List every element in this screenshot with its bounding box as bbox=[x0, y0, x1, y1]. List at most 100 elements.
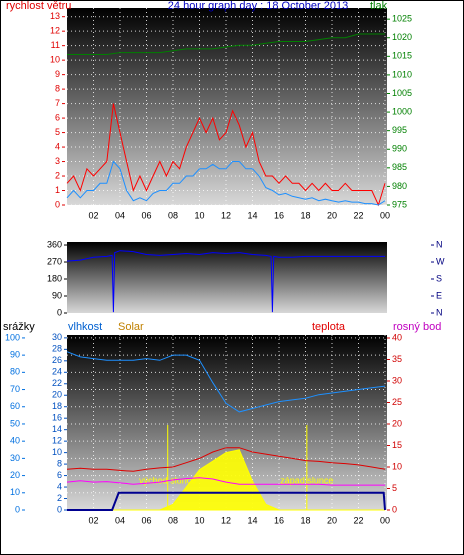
y3-tick-label: 0 bbox=[57, 504, 62, 514]
x-tick-label: 16 bbox=[274, 515, 284, 525]
y2-tick-label: 995 bbox=[392, 125, 407, 135]
line bbox=[67, 491, 386, 511]
y2-label: teplota bbox=[312, 321, 346, 333]
x-tick-label: 00 bbox=[380, 210, 390, 220]
y-tick-label: 20 bbox=[10, 470, 20, 480]
y3-tick-label: 20 bbox=[52, 390, 62, 400]
y2-tick-label: 0 bbox=[392, 504, 397, 514]
y2-tick-label: S bbox=[436, 273, 442, 283]
y-tick-label: 9 bbox=[55, 69, 60, 79]
y-tick-label: 80 bbox=[10, 367, 20, 377]
y-tick-label: 3 bbox=[55, 156, 60, 166]
y3-tick-label: 8 bbox=[57, 458, 62, 468]
x-tick-label: 06 bbox=[141, 210, 151, 220]
y2-tick-label: W bbox=[436, 256, 445, 266]
line bbox=[66, 351, 386, 413]
y2-tick-label: E bbox=[436, 290, 442, 300]
y2-tick-label: 1025 bbox=[392, 14, 412, 24]
y-tick-label: 270 bbox=[47, 256, 62, 266]
x-tick-label: 18 bbox=[301, 515, 311, 525]
y-tick-label: 70 bbox=[10, 384, 20, 394]
x-tick-label: 04 bbox=[115, 210, 125, 220]
y2-tick-label: 35 bbox=[392, 354, 402, 364]
y3-tick-label: 10 bbox=[52, 447, 62, 457]
y2-label: tlak bbox=[370, 0, 388, 12]
line bbox=[66, 447, 386, 472]
y2-tick-label: 980 bbox=[392, 181, 407, 191]
y2-tick-label: 40 bbox=[392, 332, 402, 342]
x-tick-label: 12 bbox=[221, 210, 231, 220]
line bbox=[67, 33, 385, 55]
x-tick-label: 22 bbox=[354, 515, 364, 525]
y-tick-label: 0 bbox=[55, 199, 60, 209]
y-tick-label: 13 bbox=[50, 11, 60, 21]
y2-tick-label: 25 bbox=[392, 397, 402, 407]
y-tick-label: 0 bbox=[57, 307, 62, 317]
y-tick-label: 10 bbox=[10, 487, 20, 497]
x-tick-label: 08 bbox=[168, 515, 178, 525]
y-tick-label: 100 bbox=[5, 332, 20, 342]
line bbox=[66, 103, 386, 207]
y2-tick-label: 990 bbox=[392, 144, 407, 154]
x-tick-label: 02 bbox=[88, 515, 98, 525]
y-tick-label: 6 bbox=[55, 112, 60, 122]
y2-tick-label: 1010 bbox=[392, 69, 412, 79]
y2-tick-label: 15 bbox=[392, 440, 402, 450]
y2-tick-label: 20 bbox=[392, 418, 402, 428]
x-tick-label: 20 bbox=[327, 515, 337, 525]
y-tick-label: 40 bbox=[10, 436, 20, 446]
x-tick-label: 06 bbox=[141, 515, 151, 525]
x-tick-label: 02 bbox=[88, 210, 98, 220]
line bbox=[66, 477, 385, 486]
x-tick-label: 00 bbox=[380, 515, 390, 525]
x-tick-label: 08 bbox=[168, 210, 178, 220]
y2-tick-label: 975 bbox=[392, 199, 407, 209]
y2-tick-label: N bbox=[436, 239, 443, 249]
y-tick-label: 60 bbox=[10, 401, 20, 411]
annotation: západ slunce bbox=[280, 475, 333, 485]
y2-tick-label: 1005 bbox=[392, 88, 412, 98]
y3-tick-label: 26 bbox=[52, 355, 62, 365]
y-tick-label: 90 bbox=[52, 290, 62, 300]
x-tick-label: 18 bbox=[301, 210, 311, 220]
y-tick-label: 50 bbox=[10, 418, 20, 428]
y2-tick-label: 1015 bbox=[392, 51, 412, 61]
y2-tick-label: N bbox=[436, 307, 443, 317]
line bbox=[66, 250, 385, 313]
y3-label: vlhkost bbox=[68, 321, 102, 333]
y3-tick-label: 6 bbox=[57, 470, 62, 480]
y-tick-label: 8 bbox=[55, 83, 60, 93]
dew-label: rosný bod bbox=[393, 321, 441, 333]
x-tick-label: 12 bbox=[221, 515, 231, 525]
x-tick-label: 10 bbox=[194, 210, 204, 220]
x-tick-label: 14 bbox=[247, 210, 257, 220]
y-tick-label: 1 bbox=[55, 185, 60, 195]
line bbox=[66, 160, 386, 206]
y-tick-label: 360 bbox=[47, 239, 62, 249]
y-tick-label: 2 bbox=[55, 170, 60, 180]
y3-tick-label: 12 bbox=[52, 436, 62, 446]
y3-tick-label: 16 bbox=[52, 413, 62, 423]
solar-label: Solar bbox=[118, 321, 144, 333]
y3-tick-label: 14 bbox=[52, 424, 62, 434]
y2-tick-label: 5 bbox=[392, 483, 397, 493]
y-tick-label: 7 bbox=[55, 98, 60, 108]
y3-tick-label: 2 bbox=[57, 493, 62, 503]
x-tick-label: 22 bbox=[354, 210, 364, 220]
y-tick-label: 30 bbox=[10, 453, 20, 463]
y3-tick-label: 28 bbox=[52, 344, 62, 354]
y-tick-label: 11 bbox=[51, 40, 60, 50]
title: 24 hour graph day : 18 October 2013 bbox=[168, 0, 348, 12]
y3-tick-label: 30 bbox=[52, 332, 62, 342]
x-tick-label: 14 bbox=[247, 515, 257, 525]
y-tick-label: 90 bbox=[10, 350, 20, 360]
y-tick-label: 4 bbox=[55, 141, 60, 151]
y3-tick-label: 24 bbox=[52, 367, 62, 377]
y-tick-label: 0 bbox=[15, 504, 20, 514]
y-tick-label: 5 bbox=[55, 127, 60, 137]
y2-tick-label: 1000 bbox=[392, 106, 412, 116]
y-label: srážky bbox=[3, 321, 35, 333]
y3-tick-label: 18 bbox=[52, 401, 62, 411]
y3-tick-label: 4 bbox=[57, 481, 62, 491]
